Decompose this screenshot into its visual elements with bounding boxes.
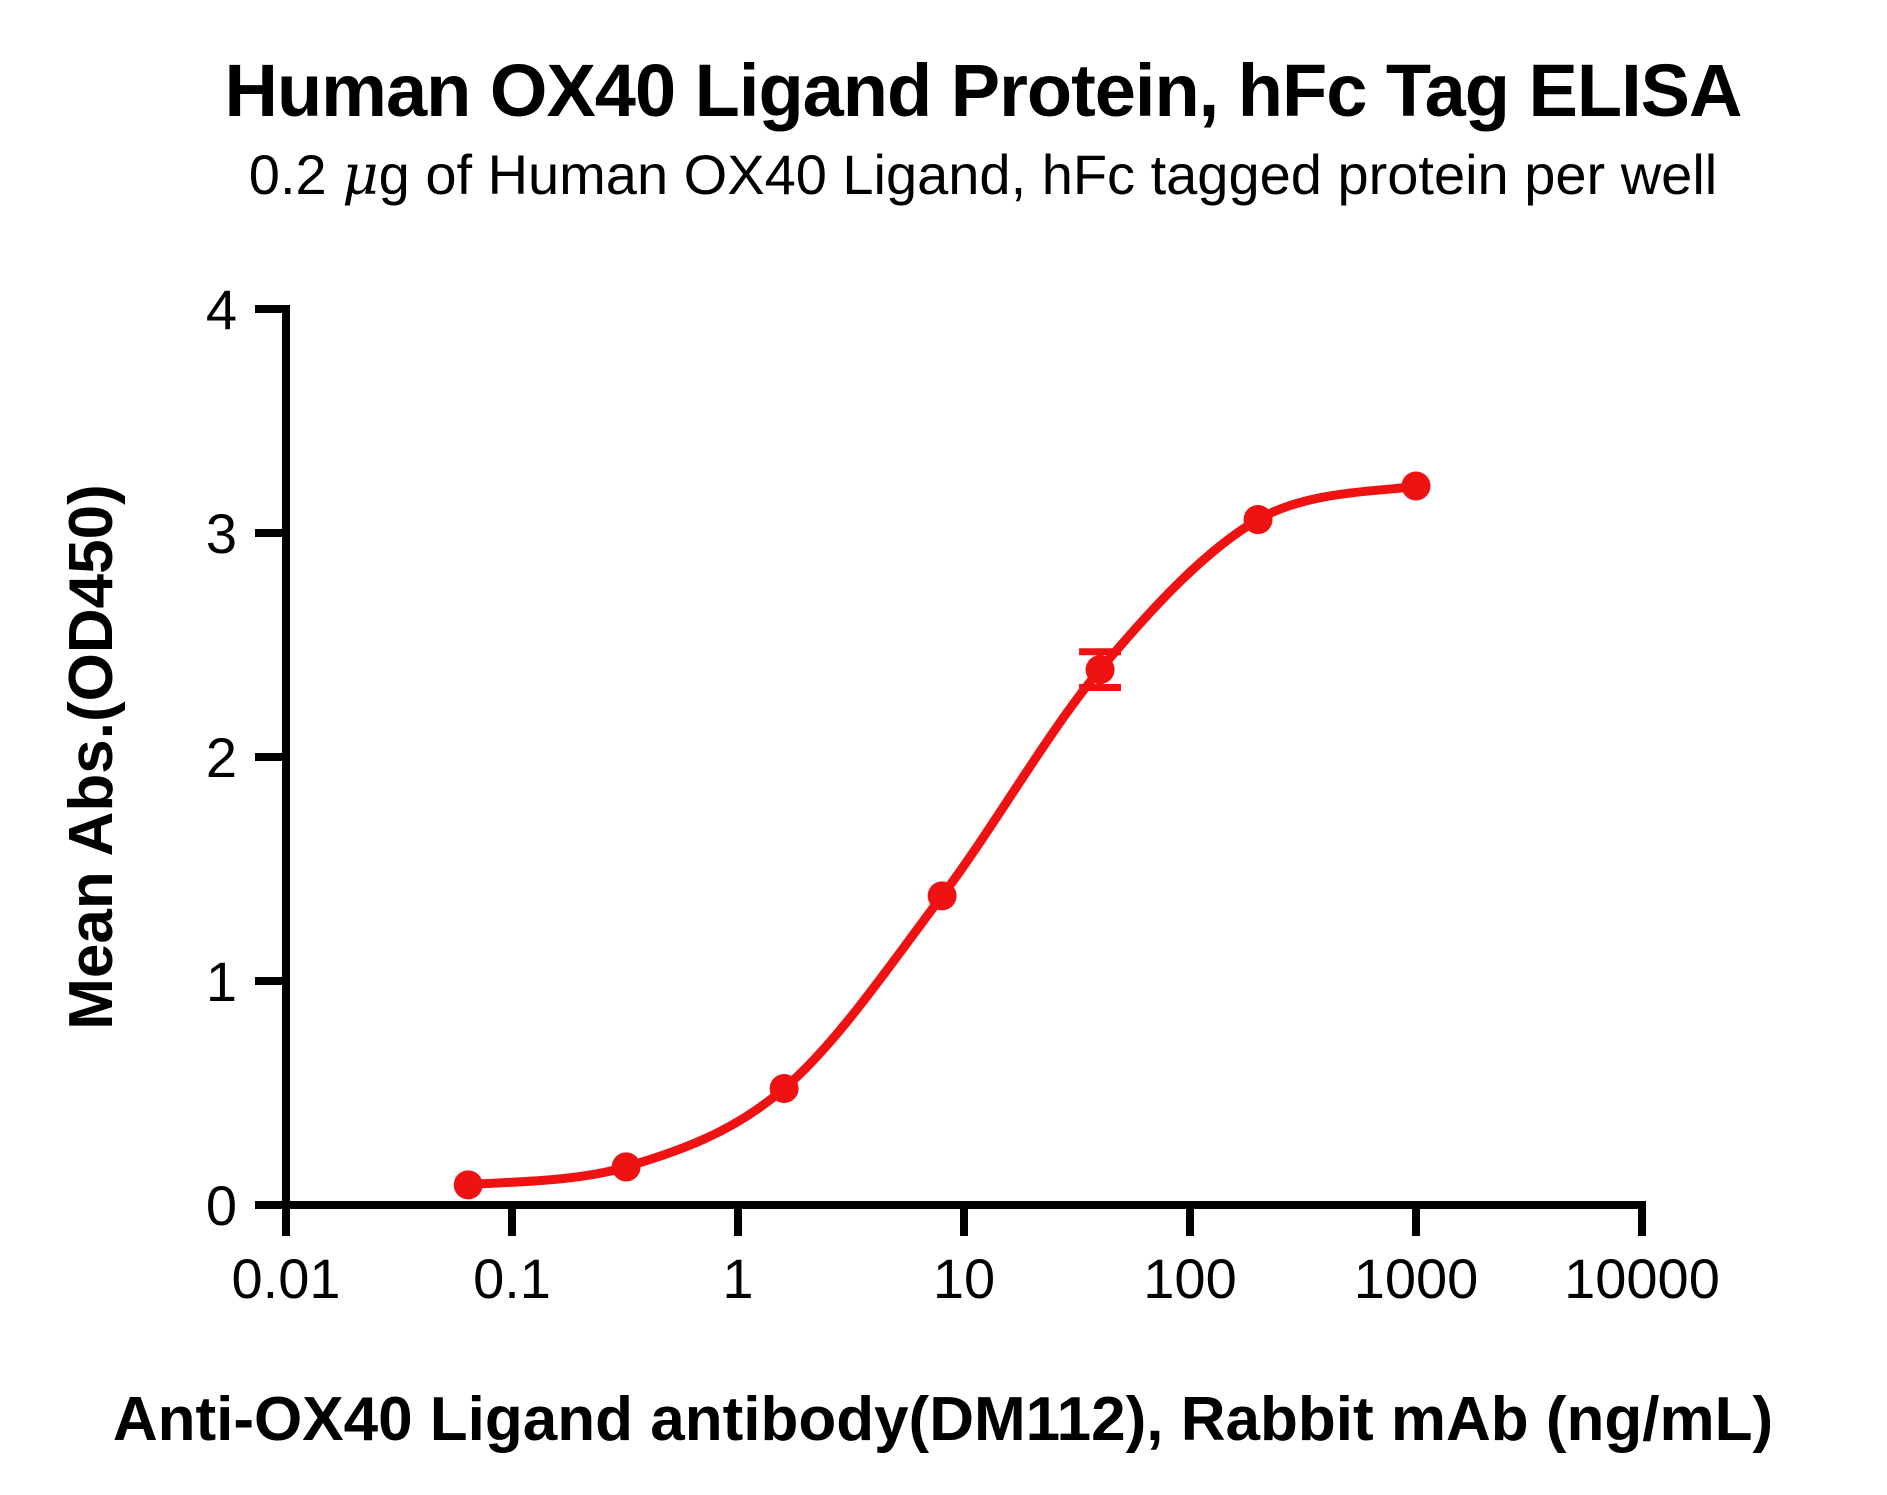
x-tick-label: 1000 xyxy=(1354,1247,1479,1310)
x-tick-label: 1 xyxy=(722,1247,753,1310)
data-point-marker xyxy=(769,1074,799,1104)
data-point-marker xyxy=(1243,505,1273,535)
x-axis-title: Anti-OX40 Ligand antibody(DM112), Rabbit… xyxy=(113,1385,1773,1454)
y-tick-label: 2 xyxy=(206,726,237,789)
y-tick-label: 4 xyxy=(206,278,237,341)
x-tick-label: 10 xyxy=(933,1247,995,1310)
y-tick-label: 0 xyxy=(206,1174,237,1237)
x-tick-label: 0.1 xyxy=(473,1247,551,1310)
data-point-marker xyxy=(611,1152,641,1182)
data-point-marker xyxy=(1085,655,1115,685)
fit-curve xyxy=(463,481,1421,1190)
mu-symbol: μ xyxy=(342,143,379,208)
y-axis-title: Mean Abs.(OD450) xyxy=(57,484,126,1030)
x-tick-label: 10000 xyxy=(1564,1247,1720,1310)
chart-subtitle: 0.2 μg of Human OX40 Ligand, hFc tagged … xyxy=(249,142,1717,208)
data-point-marker xyxy=(927,881,957,911)
chart-title: Human OX40 Ligand Protein, hFc Tag ELISA xyxy=(224,49,1743,132)
data-point-marker xyxy=(453,1170,483,1200)
y-tick-label: 1 xyxy=(206,950,237,1013)
x-tick-label: 0.01 xyxy=(232,1247,341,1310)
subtitle-amount: 0.2 xyxy=(248,143,343,206)
data-point-marker xyxy=(1401,471,1431,501)
y-tick-label: 3 xyxy=(206,502,237,565)
x-tick-label: 100 xyxy=(1143,1247,1236,1310)
subtitle-text: g of Human OX40 Ligand, hFc tagged prote… xyxy=(378,143,1718,206)
